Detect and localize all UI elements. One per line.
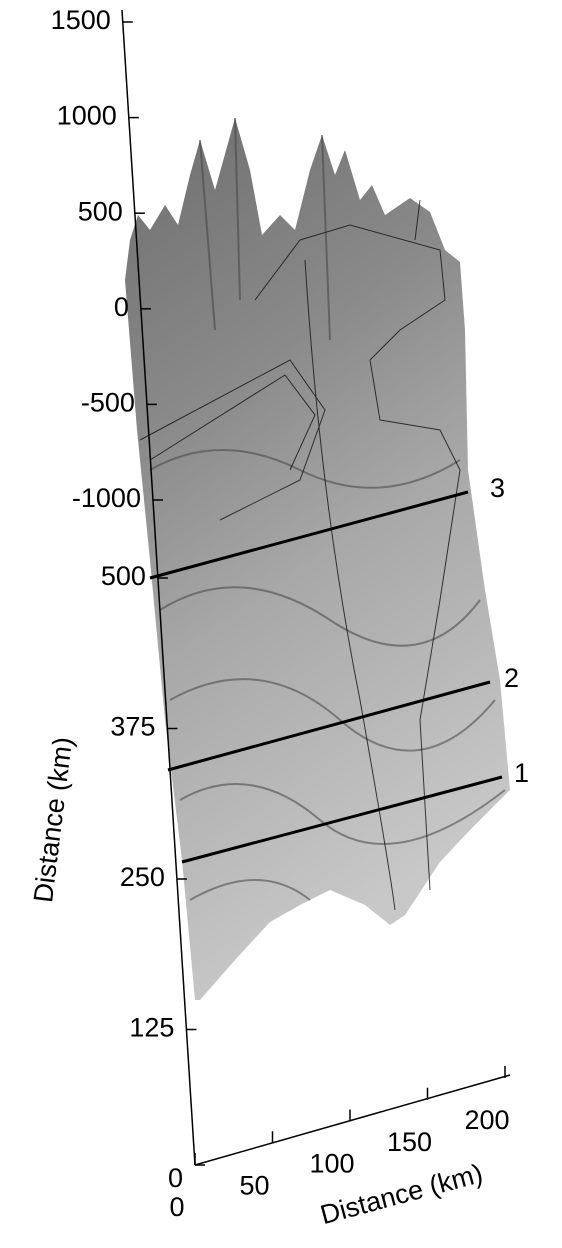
annotation: 3	[490, 473, 505, 503]
z-tick-label: -1000	[72, 483, 141, 513]
annotation: 2	[504, 663, 519, 693]
chart: Distance (km) Distance (km) 3 2 1 150010…	[0, 0, 562, 1248]
x-tick-label: 100	[309, 1149, 354, 1179]
z-tick-label: -500	[81, 388, 135, 418]
y-tick-label: 500	[101, 561, 146, 591]
x-tick-label: 50	[239, 1170, 269, 1200]
annotation: 1	[514, 758, 529, 788]
x-tick-label: 150	[387, 1127, 432, 1157]
z-tick-label: 0	[114, 292, 129, 322]
y-tick-label: 0	[168, 1163, 183, 1193]
z-tick-label: 500	[78, 196, 123, 226]
y-tick-label: 125	[129, 1013, 174, 1043]
y-axis-title: Distance (km)	[28, 735, 78, 904]
x-tick-label: 200	[464, 1105, 509, 1135]
y-tick-label: 375	[110, 712, 155, 742]
z-tick-label: 1500	[51, 5, 111, 35]
x-tick-label: 0	[169, 1192, 184, 1222]
surface	[125, 118, 510, 1000]
y-tick-label: 250	[120, 862, 165, 892]
z-tick-label: 1000	[57, 101, 117, 131]
